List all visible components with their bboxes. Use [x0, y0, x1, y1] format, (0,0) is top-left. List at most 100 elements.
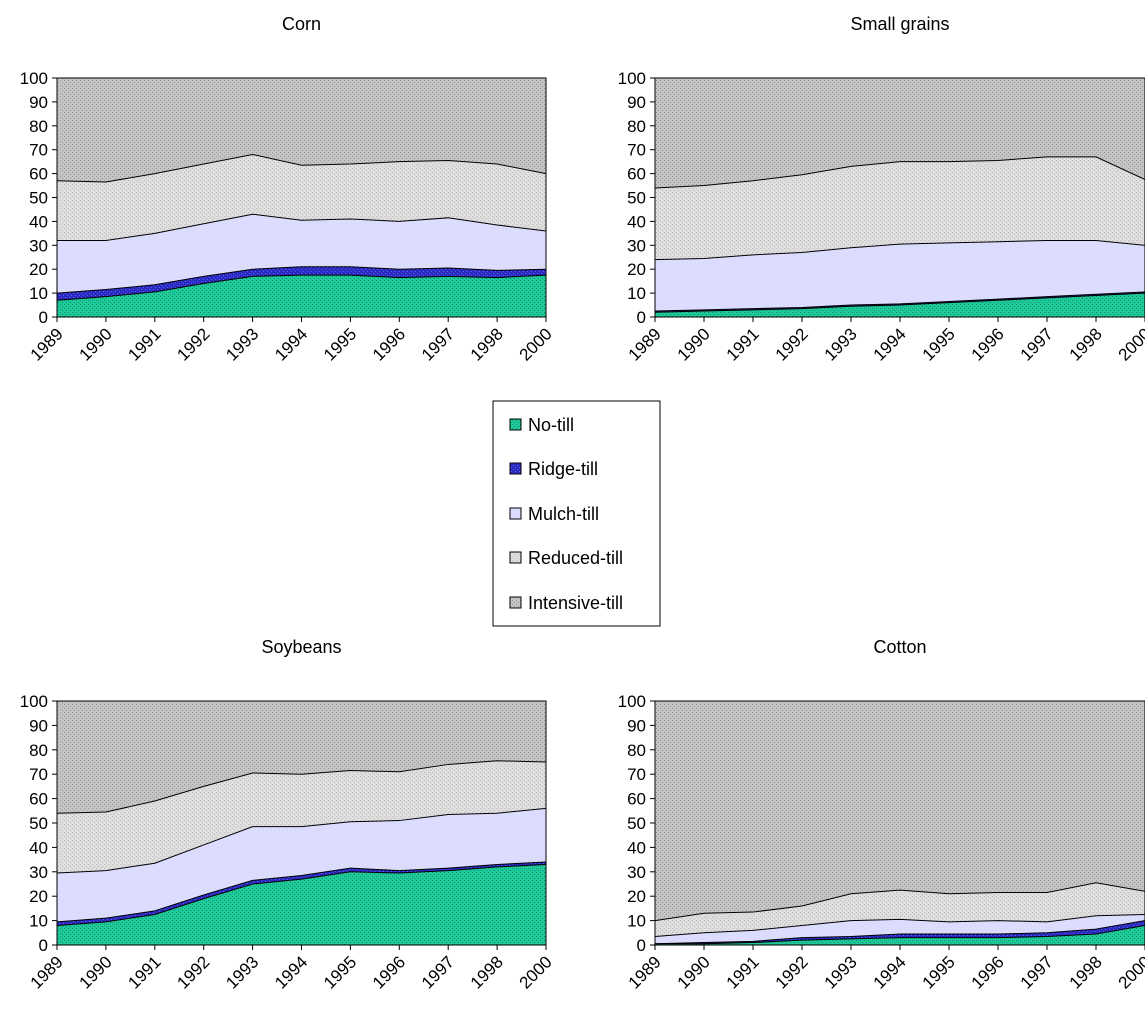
small-grains-y-tick-label: 50 — [627, 189, 646, 208]
corn-x-tick-label: 1992 — [173, 324, 213, 364]
corn-x-tick-label: 1990 — [76, 324, 116, 364]
legend-item-mulch-till: Mulch-till — [509, 504, 599, 524]
cotton-y-tick-label: 0 — [637, 936, 646, 955]
small-grains-y-tick-label: 0 — [637, 308, 646, 327]
soybeans-area-mulch-till — [57, 808, 546, 922]
small-grains-x-tick-label: 1989 — [625, 324, 665, 364]
cotton-line-reduced-till — [654, 882, 1145, 922]
cotton-x-tick-label: 1996 — [968, 952, 1008, 992]
soybeans-y-tick-label: 40 — [29, 838, 48, 857]
cotton-area-intensive-till — [655, 701, 1145, 921]
soybeans-line-ridge-till — [56, 861, 547, 923]
soybeans-y-tick-label: 0 — [39, 936, 48, 955]
cotton-area-reduced-till — [655, 882, 1145, 937]
small-grains-y-tick-label: 80 — [627, 117, 646, 136]
small-grains-y-tick-label: 100 — [618, 69, 646, 88]
corn-y-tick-label: 80 — [29, 117, 48, 136]
small-grains-x-tick-label: 1996 — [968, 324, 1008, 364]
soybeans-y-tick-label: 30 — [29, 863, 48, 882]
soybeans-line-reduced-till — [56, 760, 547, 814]
corn-x-tick-label: 1998 — [467, 324, 507, 364]
corn-line-reduced-till — [56, 153, 547, 183]
small-grains-x-tick-label: 1994 — [870, 324, 910, 364]
small-grains-y-tick-label: 70 — [627, 141, 646, 160]
corn-x-tick-label: 1989 — [27, 324, 67, 364]
soybeans-x-tick-label: 1994 — [271, 952, 311, 992]
cotton-x-tick-label: 1990 — [674, 952, 714, 992]
cotton-y-tick-label: 70 — [627, 765, 646, 784]
legend-label-mulch-till: Mulch-till — [528, 504, 599, 524]
soybeans-x-tick-label: 1997 — [418, 952, 458, 992]
cotton-y-tick-label: 50 — [627, 814, 646, 833]
legend: No-till Ridge-till Mulch-till Reduced-ti… — [492, 400, 661, 627]
cotton-y-tick-label: 40 — [627, 838, 646, 857]
corn-area-no-till — [57, 275, 546, 317]
soybeans-x-tick-label: 1996 — [369, 952, 409, 992]
soybeans-area-ridge-till — [57, 862, 546, 926]
small-grains-x-tick-label: 2000 — [1115, 324, 1145, 364]
soybeans-x-tick-label: 1990 — [76, 952, 116, 992]
legend-item-intensive-till: Intensive-till — [509, 593, 623, 613]
small-grains-x-tick-label: 1990 — [674, 324, 714, 364]
legend-label-intensive-till: Intensive-till — [528, 593, 623, 613]
legend-item-reduced-till: Reduced-till — [509, 548, 623, 568]
cotton-y-tick-label: 90 — [627, 716, 646, 735]
ridge-till-swatch — [509, 462, 522, 475]
small-grains-line-ridge-till — [654, 291, 1145, 312]
corn-y-tick-label: 70 — [29, 141, 48, 160]
small-grains-y-tick-label: 40 — [627, 212, 646, 231]
soybeans-y-tick-label: 10 — [29, 912, 48, 931]
cotton-x-tick-label: 1998 — [1066, 952, 1106, 992]
small-grains-area-intensive-till — [655, 78, 1145, 188]
corn-y-tick-label: 0 — [39, 308, 48, 327]
soybeans-y-tick-label: 60 — [29, 790, 48, 809]
corn-x-tick-label: 1993 — [222, 324, 262, 364]
legend-item-ridge-till: Ridge-till — [509, 459, 598, 479]
small-grains-y-tick-label: 20 — [627, 260, 646, 279]
cotton-x-tick-label: 1991 — [723, 952, 763, 992]
corn-x-tick-label: 2000 — [516, 324, 556, 364]
cotton-y-tick-label: 80 — [627, 741, 646, 760]
cotton-x-tick-label: 1993 — [821, 952, 861, 992]
soybeans-y-tick-label: 90 — [29, 716, 48, 735]
cotton-x-tick-label: 2000 — [1115, 952, 1145, 992]
soybeans-line-no-till — [56, 863, 547, 926]
soybeans-y-tick-label: 50 — [29, 814, 48, 833]
mulch-till-swatch — [509, 507, 522, 520]
soybeans-x-tick-label: 2000 — [516, 952, 556, 992]
corn-line-mulch-till — [57, 213, 547, 242]
corn-line-ridge-till — [56, 266, 547, 294]
legend-label-ridge-till: Ridge-till — [528, 459, 598, 479]
corn-x-tick-label: 1997 — [418, 324, 458, 364]
soybeans-area-no-till — [57, 864, 546, 945]
cotton-x-tick-label: 1997 — [1017, 952, 1057, 992]
soybeans-x-tick-label: 1991 — [124, 952, 164, 992]
soybeans-x-tick-label: 1998 — [467, 952, 507, 992]
corn-y-tick-label: 90 — [29, 93, 48, 112]
corn-area-reduced-till — [57, 154, 546, 241]
corn-y-tick-label: 20 — [29, 260, 48, 279]
small-grains-x-tick-label: 1992 — [772, 324, 812, 364]
corn-x-tick-label: 1995 — [320, 324, 360, 364]
soybeans-y-tick-label: 80 — [29, 741, 48, 760]
corn-x-tick-label: 1991 — [124, 324, 164, 364]
intensive-till-swatch — [509, 596, 522, 609]
soybeans-line-mulch-till — [56, 807, 547, 874]
corn-y-tick-label: 60 — [29, 165, 48, 184]
cotton-line-mulch-till — [654, 914, 1145, 937]
cotton-area-mulch-till — [655, 914, 1145, 944]
small-grains-y-tick-label: 60 — [627, 165, 646, 184]
soybeans-x-tick-label: 1989 — [27, 952, 67, 992]
small-grains-area-reduced-till — [655, 156, 1145, 260]
corn-x-tick-label: 1996 — [369, 324, 409, 364]
small-grains-x-tick-label: 1993 — [821, 324, 861, 364]
small-grains-chart-title: Small grains — [850, 14, 949, 34]
soybeans-x-tick-label: 1993 — [222, 952, 262, 992]
cotton-x-tick-label: 1994 — [870, 952, 910, 992]
reduced-till-swatch — [509, 551, 522, 564]
cotton-y-tick-label: 10 — [627, 912, 646, 931]
